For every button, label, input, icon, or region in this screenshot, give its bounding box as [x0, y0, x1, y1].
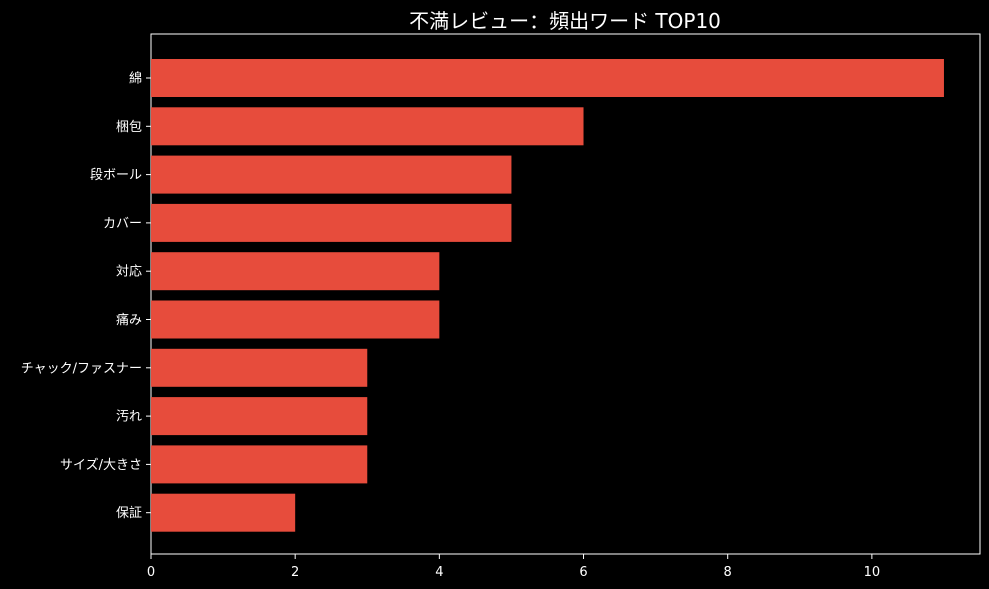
x-tick-label: 8 — [724, 565, 732, 580]
bars-group — [151, 59, 944, 532]
y-tick-label: 痛み — [116, 312, 142, 328]
y-tick-label: チャック/ファスナー — [21, 361, 142, 376]
bar — [151, 107, 584, 146]
plot-frame — [150, 33, 981, 555]
y-tick-label: 綿 — [129, 72, 142, 87]
x-tick-label: 0 — [147, 565, 155, 580]
bar — [151, 493, 296, 532]
bar — [151, 445, 368, 484]
y-tick-label: カバー — [103, 216, 142, 231]
y-tick-label: 汚れ — [116, 410, 142, 425]
y-tick-label: 梱包 — [116, 120, 142, 135]
y-tick-label: 保証 — [116, 506, 142, 521]
bar — [151, 348, 368, 387]
x-tick-label: 2 — [291, 565, 299, 580]
bar — [151, 300, 440, 339]
bar — [151, 203, 512, 242]
x-tick-label: 4 — [435, 565, 443, 580]
bar — [151, 59, 944, 97]
x-tick-label: 10 — [864, 565, 881, 580]
bar — [151, 155, 512, 194]
chart-title: 不満レビュー：頻出ワード TOP10 — [409, 9, 721, 33]
bar — [151, 252, 440, 291]
x-tick-label: 6 — [579, 565, 587, 580]
y-tick-label: 対応 — [116, 265, 142, 280]
y-tick-label: サイズ/大きさ — [60, 457, 142, 473]
x-axis: 0 2 4 6 8 10 — [147, 554, 880, 580]
y-tick-label: 段ボール — [90, 168, 142, 183]
bar — [151, 397, 368, 436]
